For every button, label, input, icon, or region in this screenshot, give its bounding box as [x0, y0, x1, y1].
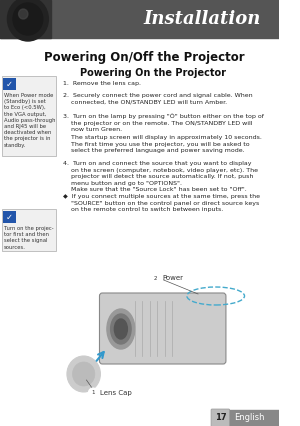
Bar	[0, 0, 279, 38]
Ellipse shape	[107, 309, 135, 349]
Bar	[3, 211, 16, 223]
Bar	[2, 76, 56, 156]
Ellipse shape	[114, 319, 128, 339]
Ellipse shape	[111, 314, 131, 344]
Text: 1.  Remove the lens cap.: 1. Remove the lens cap.	[63, 81, 141, 86]
Text: Turn on the projec-
tor first and then
select the signal
sources.: Turn on the projec- tor first and then s…	[4, 226, 53, 250]
Text: 1: 1	[91, 391, 95, 395]
Circle shape	[67, 356, 100, 392]
Circle shape	[13, 3, 43, 35]
FancyBboxPatch shape	[211, 409, 230, 426]
Text: 17: 17	[214, 414, 226, 423]
Bar	[3, 78, 16, 90]
Text: Installation: Installation	[143, 10, 260, 28]
Text: 4.  Turn on and connect the source that you want to display
    on the screen (c: 4. Turn on and connect the source that y…	[63, 161, 258, 193]
Text: ✓: ✓	[6, 213, 13, 222]
Text: 2: 2	[154, 276, 157, 280]
Bar	[214, 410, 279, 426]
Bar	[2, 209, 56, 251]
Text: ✓: ✓	[6, 80, 13, 89]
Text: 2.  Securely connect the power cord and signal cable. When
    connected, the ON: 2. Securely connect the power cord and s…	[63, 93, 253, 105]
Text: Power: Power	[163, 275, 184, 281]
Circle shape	[88, 388, 98, 398]
Text: Lens Cap: Lens Cap	[100, 390, 132, 396]
Text: English: English	[234, 414, 264, 423]
Text: 3.  Turn on the lamp by pressing "Ô" button either on the top of
    the project: 3. Turn on the lamp by pressing "Ô" butt…	[63, 113, 264, 132]
Circle shape	[8, 0, 48, 41]
Text: The startup screen will display in approximately 10 seconds.
    The first time : The startup screen will display in appro…	[63, 135, 262, 153]
Circle shape	[151, 273, 160, 283]
Text: When Power mode
(Standby) is set
to Eco (<0.5W),
the VGA output,
Audio pass-thro: When Power mode (Standby) is set to Eco …	[4, 93, 55, 147]
Circle shape	[73, 362, 95, 386]
Bar	[0, 0, 51, 38]
Text: ◆  If you connect multiple sources at the same time, press the
    "SOURCE" butt: ◆ If you connect multiple sources at the…	[63, 194, 260, 212]
FancyBboxPatch shape	[100, 293, 226, 364]
Text: Powering On/Off the Projector: Powering On/Off the Projector	[44, 51, 244, 64]
Text: Powering On the Projector: Powering On the Projector	[80, 68, 226, 78]
Circle shape	[19, 9, 28, 19]
